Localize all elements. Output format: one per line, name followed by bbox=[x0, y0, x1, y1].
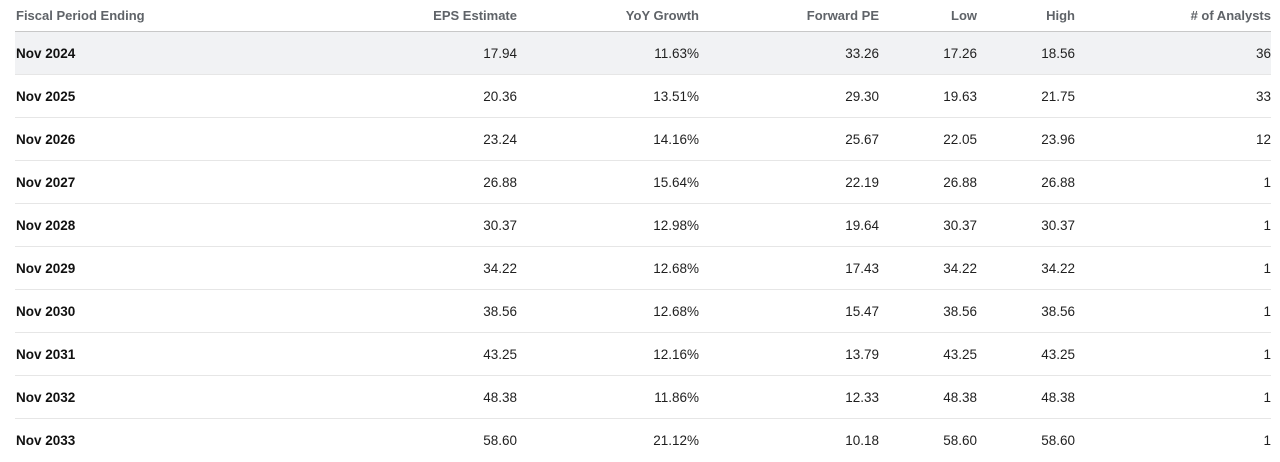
cell-high: 26.88 bbox=[977, 160, 1075, 204]
table-row[interactable]: Nov 2024 17.94 11.63% 33.26 17.26 18.56 36 bbox=[15, 31, 1271, 75]
table-row[interactable]: Nov 2032 48.38 11.86% 12.33 48.38 48.38 1 bbox=[15, 375, 1271, 419]
header-low[interactable]: Low bbox=[879, 0, 977, 32]
cell-num-analysts: 1 bbox=[1075, 246, 1271, 290]
cell-num-analysts: 1 bbox=[1075, 375, 1271, 419]
cell-eps-estimate: 58.60 bbox=[483, 432, 517, 448]
cell-num-analysts: 36 bbox=[1075, 31, 1271, 75]
cell-high: 23.96 bbox=[977, 117, 1075, 161]
cell-num-analysts: 1 bbox=[1075, 289, 1271, 333]
cell-fiscal-period: Nov 2026 bbox=[15, 117, 115, 161]
table-row[interactable]: Nov 2029 34.22 12.68% 17.43 34.22 34.22 1 bbox=[15, 246, 1271, 290]
cell-fiscal-period: Nov 2028 bbox=[15, 203, 115, 247]
cell-eps-estimate: 38.56 bbox=[115, 289, 517, 333]
cell-eps-estimate: 48.38 bbox=[115, 375, 517, 419]
table-header-row: Fiscal Period Ending EPS Estimate YoY Gr… bbox=[15, 0, 1271, 32]
cell-high: 38.56 bbox=[977, 289, 1075, 333]
cell-low: 22.05 bbox=[879, 117, 977, 161]
cell-high: 21.75 bbox=[977, 74, 1075, 118]
eps-estimates-table: Fiscal Period Ending EPS Estimate YoY Gr… bbox=[15, 0, 1271, 461]
cell-yoy-growth: 12.16% bbox=[517, 332, 699, 376]
cell-forward-pe: 12.33 bbox=[699, 375, 879, 419]
cell-forward-pe: 25.67 bbox=[699, 117, 879, 161]
cell-high: 30.37 bbox=[977, 203, 1075, 247]
cell-fiscal-period: Nov 2032 bbox=[15, 375, 115, 419]
cell-low: 43.25 bbox=[879, 332, 977, 376]
cell-fiscal-period: Nov 2029 bbox=[15, 246, 115, 290]
cell-forward-pe: 22.19 bbox=[699, 160, 879, 204]
cell-fiscal-period: Nov 2027 bbox=[15, 160, 115, 204]
eps-estimates-table-container: Fiscal Period Ending EPS Estimate YoY Gr… bbox=[15, 0, 1271, 461]
cell-low: 17.26 bbox=[879, 31, 977, 75]
header-high[interactable]: High bbox=[977, 0, 1075, 32]
cell-fiscal-period: Nov 2024 bbox=[15, 31, 115, 75]
cell-high: 18.56 bbox=[977, 31, 1075, 75]
cell-high: 48.38 bbox=[977, 375, 1075, 419]
cell-num-analysts: 1 bbox=[1263, 432, 1271, 448]
cell-yoy-growth: 11.86% bbox=[517, 375, 699, 419]
cell-yoy-growth: 11.63% bbox=[517, 31, 699, 75]
cell-eps-estimate: 30.37 bbox=[115, 203, 517, 247]
cell-eps-estimate: 23.24 bbox=[115, 117, 517, 161]
cell-forward-pe: 33.26 bbox=[699, 31, 879, 75]
cell-num-analysts: 1 bbox=[1075, 160, 1271, 204]
cell-fiscal-period: Nov 2033 bbox=[16, 432, 76, 448]
header-forward-pe[interactable]: Forward PE bbox=[699, 0, 879, 32]
cell-eps-estimate: 43.25 bbox=[115, 332, 517, 376]
cell-low: 34.22 bbox=[879, 246, 977, 290]
cell-num-analysts: 1 bbox=[1075, 203, 1271, 247]
cell-fiscal-period: Nov 2030 bbox=[15, 289, 115, 333]
cell-num-analysts: 33 bbox=[1075, 74, 1271, 118]
cell-forward-pe: 29.30 bbox=[699, 74, 879, 118]
cell-low: 30.37 bbox=[879, 203, 977, 247]
cell-yoy-growth: 21.12% bbox=[653, 432, 699, 448]
cell-yoy-growth: 15.64% bbox=[517, 160, 699, 204]
table-row[interactable]: Nov 2027 26.88 15.64% 22.19 26.88 26.88 1 bbox=[15, 160, 1271, 204]
table-row[interactable]: Nov 2033 58.60 21.12% 10.18 58.60 58.60 1 bbox=[15, 419, 1271, 462]
cell-high: 34.22 bbox=[977, 246, 1075, 290]
cell-eps-estimate: 26.88 bbox=[115, 160, 517, 204]
cell-low: 38.56 bbox=[879, 289, 977, 333]
cell-fiscal-period: Nov 2031 bbox=[15, 332, 115, 376]
cell-low: 26.88 bbox=[879, 160, 977, 204]
table-row[interactable]: Nov 2025 20.36 13.51% 29.30 19.63 21.75 33 bbox=[15, 74, 1271, 118]
table-row[interactable]: Nov 2031 43.25 12.16% 13.79 43.25 43.25 1 bbox=[15, 332, 1271, 376]
cell-low: 19.63 bbox=[879, 74, 977, 118]
cell-yoy-growth: 13.51% bbox=[517, 74, 699, 118]
cell-yoy-growth: 14.16% bbox=[517, 117, 699, 161]
header-fiscal-period-ending[interactable]: Fiscal Period Ending bbox=[15, 0, 145, 32]
table-row[interactable]: Nov 2026 23.24 14.16% 25.67 22.05 23.96 12 bbox=[15, 117, 1271, 161]
cell-yoy-growth: 12.98% bbox=[517, 203, 699, 247]
cell-high: 58.60 bbox=[1041, 432, 1075, 448]
cell-eps-estimate: 20.36 bbox=[115, 74, 517, 118]
cell-forward-pe: 15.47 bbox=[699, 289, 879, 333]
cell-yoy-growth: 12.68% bbox=[517, 289, 699, 333]
cell-yoy-growth: 12.68% bbox=[517, 246, 699, 290]
table-row[interactable]: Nov 2028 30.37 12.98% 19.64 30.37 30.37 1 bbox=[15, 203, 1271, 247]
cell-low: 48.38 bbox=[879, 375, 977, 419]
cell-num-analysts: 1 bbox=[1075, 332, 1271, 376]
table-body: Nov 2024 17.94 11.63% 33.26 17.26 18.56 36 Nov … bbox=[15, 31, 1271, 462]
cell-eps-estimate: 34.22 bbox=[115, 246, 517, 290]
header-eps-estimate[interactable]: EPS Estimate bbox=[115, 0, 517, 32]
cell-num-analysts: 12 bbox=[1075, 117, 1271, 161]
cell-low: 58.60 bbox=[943, 432, 977, 448]
table-row[interactable]: Nov 2030 38.56 12.68% 15.47 38.56 38.56 1 bbox=[15, 289, 1271, 333]
cell-fiscal-period: Nov 2025 bbox=[15, 74, 115, 118]
cell-forward-pe: 10.18 bbox=[845, 432, 879, 448]
cell-eps-estimate: 17.94 bbox=[115, 31, 517, 75]
header-num-analysts[interactable]: # of Analysts bbox=[1075, 0, 1271, 32]
cell-high: 43.25 bbox=[977, 332, 1075, 376]
header-yoy-growth[interactable]: YoY Growth bbox=[517, 0, 699, 32]
cell-forward-pe: 13.79 bbox=[699, 332, 879, 376]
cell-forward-pe: 17.43 bbox=[699, 246, 879, 290]
cell-forward-pe: 19.64 bbox=[699, 203, 879, 247]
